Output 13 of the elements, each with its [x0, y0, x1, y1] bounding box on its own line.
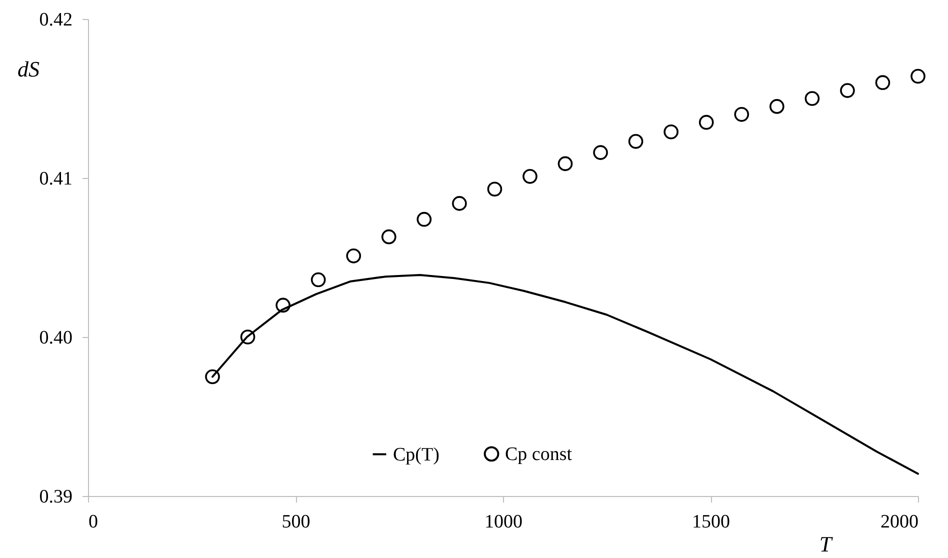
legend-label: Cp(T): [393, 444, 440, 466]
y-tick-label: 0.41: [39, 168, 72, 190]
y-tick-label: 0.40: [39, 328, 72, 348]
x-tick-label: 1000: [484, 512, 522, 532]
y-axis-title: dS: [18, 56, 40, 82]
x-tick-label: 0: [88, 512, 98, 532]
x-axis-title: T: [819, 532, 834, 556]
legend-label: Cp const: [505, 444, 573, 465]
x-tick-label: 1500: [692, 512, 730, 532]
x-tick-label: 2000: [880, 512, 918, 532]
y-tick-label: 0.42: [39, 10, 72, 30]
x-tick-label: 500: [282, 512, 310, 532]
y-tick-label: 0.39: [39, 486, 72, 508]
